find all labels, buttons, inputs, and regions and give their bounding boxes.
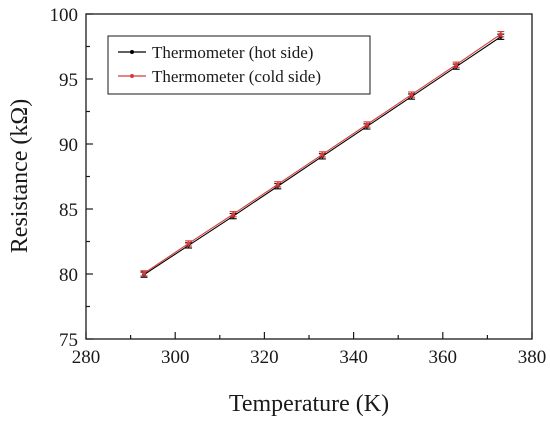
x-tick-label: 300 xyxy=(161,347,190,368)
legend-marker xyxy=(130,74,134,78)
legend: Thermometer (hot side) Thermometer (cold … xyxy=(107,35,371,95)
y-axis-label: Resistance (kΩ) xyxy=(7,99,33,253)
data-point xyxy=(365,122,369,127)
x-tick-label: 280 xyxy=(72,347,101,368)
y-tick-label: 85 xyxy=(59,200,78,221)
y-tick-label: 100 xyxy=(50,5,79,26)
y-tick-label: 90 xyxy=(59,135,78,156)
data-point xyxy=(454,62,458,67)
x-axis-label: Temperature (K) xyxy=(229,391,389,417)
x-tick-label: 360 xyxy=(429,347,458,368)
data-point xyxy=(231,212,235,216)
ticks-layer: 280 300 320 340 360 380 75 80 85 90 95 100 xyxy=(50,5,547,368)
data-point xyxy=(320,152,325,157)
data-point xyxy=(409,92,414,97)
data-point xyxy=(275,182,280,187)
series-2 xyxy=(140,30,505,277)
x-tick-label: 320 xyxy=(250,347,279,368)
series-layer xyxy=(140,30,505,278)
data-point xyxy=(186,241,191,246)
legend-entry: Thermometer (hot side) xyxy=(152,43,313,62)
legend-entry: Thermometer (cold side) xyxy=(152,67,321,86)
y-tick-label: 80 xyxy=(59,265,78,286)
data-point xyxy=(498,32,503,36)
legend-marker xyxy=(130,50,134,54)
x-tick-label: 340 xyxy=(339,347,368,368)
legend-box xyxy=(107,35,371,95)
y-tick-label: 75 xyxy=(59,330,78,351)
x-tick-label: 380 xyxy=(518,347,547,368)
y-tick-label: 95 xyxy=(59,70,78,91)
data-point xyxy=(142,271,146,276)
